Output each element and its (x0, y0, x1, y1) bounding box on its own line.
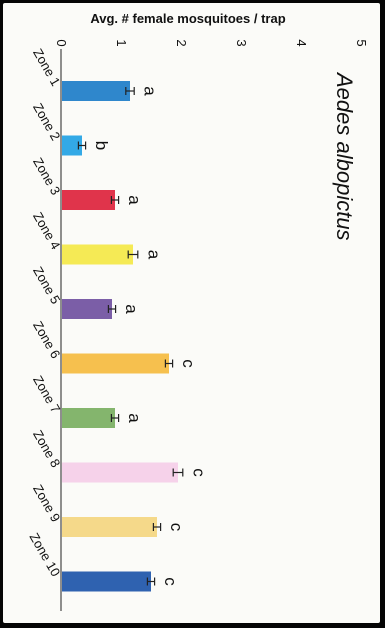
error-bar (110, 196, 120, 204)
bar (62, 353, 169, 374)
bar (62, 244, 133, 265)
value-tick-label: 5 (354, 39, 369, 46)
category-label: Zone 10 (27, 530, 64, 579)
error-bar (172, 468, 184, 477)
bar (62, 462, 178, 483)
error-bar (127, 250, 139, 259)
bar (62, 190, 115, 210)
value-tick-label: 0 (54, 39, 69, 46)
value-axis-title: Avg. # female mosquitoes / trap (90, 11, 285, 26)
error-bar (152, 523, 162, 531)
bar (62, 81, 130, 101)
significance-letter: a (125, 413, 144, 423)
significance-letter: b (92, 141, 111, 150)
category-label: Zone 8 (30, 427, 63, 470)
significance-letter: c (161, 577, 180, 586)
category-label: Zone 7 (30, 373, 63, 416)
bar (62, 299, 112, 319)
value-tick-label: 3 (234, 39, 249, 46)
chart-title: Aedes albopictus (332, 71, 357, 241)
significance-letter: a (141, 86, 160, 96)
category-label: Zone 6 (30, 318, 63, 361)
significance-letter: a (122, 304, 141, 314)
significance-letter: c (167, 523, 186, 532)
bar (62, 408, 115, 428)
significance-letter: a (125, 195, 144, 205)
significance-letter: a (144, 250, 163, 260)
category-label: Zone 4 (30, 209, 63, 252)
value-tick-label: 1 (114, 39, 129, 46)
category-label: Zone 3 (30, 155, 63, 198)
significance-letter: c (179, 359, 198, 368)
value-tick-label: 2 (174, 39, 189, 46)
category-label: Zone 1 (30, 46, 63, 89)
bar (62, 517, 157, 537)
bar (62, 135, 82, 156)
error-bar (146, 577, 156, 586)
bar-chart: Avg. # female mosquitoes / trap 0 1 2 3 4 5 a… (27, 11, 369, 611)
category-label: Zone 9 (30, 482, 63, 525)
error-bar (110, 414, 120, 422)
error-bar (107, 305, 117, 313)
error-bar (164, 359, 174, 368)
category-label: Zone 5 (30, 264, 63, 307)
category-label: Zone 2 (30, 100, 63, 143)
significance-letter: c (189, 468, 208, 477)
bar (62, 571, 151, 592)
error-bar (77, 141, 87, 150)
value-tick-label: 4 (294, 39, 309, 46)
error-bar (125, 87, 135, 95)
figure-panel: Avg. # female mosquitoes / trap 0 1 2 3 4 5 a… (3, 3, 380, 623)
